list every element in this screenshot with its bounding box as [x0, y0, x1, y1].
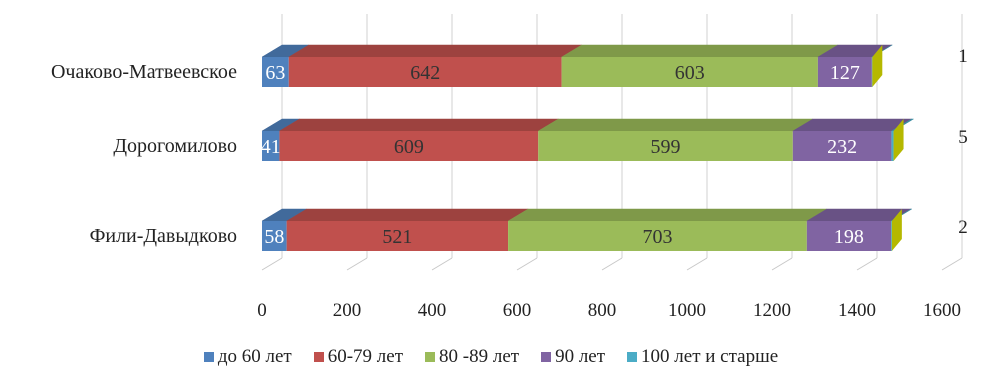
gridline-floor — [856, 257, 878, 271]
gridline-floor — [431, 257, 453, 271]
bar-segment — [561, 57, 818, 87]
data-label: 703 — [642, 226, 672, 248]
bar-segment — [538, 131, 793, 161]
legend-swatch — [203, 352, 214, 362]
x-tick-label: 600 — [503, 300, 532, 321]
bar-segment — [891, 221, 892, 251]
data-label: 41 — [261, 136, 281, 158]
category-label: Фили-Давыдково — [90, 225, 237, 247]
data-label: 127 — [830, 62, 860, 84]
bar-segment — [806, 221, 891, 251]
bar-end-face — [872, 45, 883, 87]
gridline-floor — [771, 257, 793, 271]
gridline-floor — [686, 257, 708, 271]
x-tick-label: 200 — [333, 300, 362, 321]
x-tick-label: 1400 — [838, 300, 876, 321]
bar-end-face — [891, 209, 902, 251]
bar-segment-top — [791, 118, 913, 132]
bar-segment — [508, 221, 807, 251]
x-tick-label: 800 — [588, 300, 617, 321]
data-label: 521 — [382, 226, 412, 248]
category-label: Дорогомилово — [113, 135, 237, 157]
legend-swatch — [313, 352, 324, 362]
gridline-floor — [261, 257, 283, 271]
legend-swatch — [425, 352, 436, 362]
gridline-floor — [516, 257, 538, 271]
bar-end-face — [893, 119, 904, 161]
legend-item-60-79: 60-79 лет — [313, 346, 404, 368]
bar-segment-top — [285, 208, 529, 222]
legend-item-80-89: 80 -89 лет — [425, 346, 519, 368]
bar-segment — [286, 221, 509, 251]
bar-segment-top — [287, 44, 583, 58]
stacked-bar-chart: 0 200 400 600 800 1000 1200 1400 1600 Очаково-Мат… — [51, 14, 968, 321]
chart-legend: до 60 лет 60-79 лет 80 -89 лет 90 лет 10… — [0, 346, 982, 368]
x-tick-label: 1000 — [668, 300, 706, 321]
data-label: 198 — [834, 226, 864, 248]
data-label: 603 — [675, 62, 705, 84]
data-label: 609 — [394, 136, 424, 158]
data-label-outside: 2 — [958, 217, 968, 238]
bar-segment — [871, 57, 873, 87]
bar-segment-top — [537, 118, 814, 132]
data-label: 232 — [827, 136, 857, 158]
data-label: 63 — [265, 62, 285, 84]
bar-segment-top — [507, 208, 828, 222]
legend-label: 60-79 лет — [327, 346, 404, 367]
bar-segment-top — [560, 44, 839, 58]
bar-segment — [262, 131, 280, 161]
bar-segment — [817, 57, 872, 87]
data-label-outside: 5 — [958, 127, 968, 148]
legend-swatch — [627, 352, 638, 362]
legend-label: до 60 лет — [217, 346, 292, 367]
gridline-floor — [941, 257, 963, 271]
gridline-floor — [346, 257, 368, 271]
legend-item-100-plus: 100 лет и старше — [627, 346, 778, 368]
legend-swatch — [541, 352, 552, 362]
category-label: Очаково-Матвеевское — [51, 61, 237, 83]
bar-segment — [262, 57, 289, 87]
gridline-floor — [601, 257, 623, 271]
x-tick-label: 1200 — [753, 300, 791, 321]
legend-label: 80 -89 лет — [439, 346, 520, 367]
bar-segment — [279, 131, 539, 161]
legend-item-under-60: до 60 лет — [203, 346, 292, 368]
x-tick-label: 0 — [257, 300, 267, 321]
bar-segment — [792, 131, 892, 161]
legend-item-90: 90 лет — [541, 346, 605, 368]
x-tick-label: 400 — [418, 300, 447, 321]
data-label: 58 — [264, 226, 284, 248]
bar-segment — [891, 131, 894, 161]
bar-segment-top — [278, 118, 560, 132]
legend-label: 100 лет и старше — [641, 346, 779, 367]
data-label: 642 — [410, 62, 440, 84]
bar-segment — [288, 57, 562, 87]
legend-label: 90 лет — [555, 346, 606, 367]
x-tick-label: 1600 — [923, 300, 961, 321]
data-label-outside: 1 — [958, 46, 968, 67]
data-label: 599 — [651, 136, 681, 158]
bar-segment — [262, 221, 287, 251]
